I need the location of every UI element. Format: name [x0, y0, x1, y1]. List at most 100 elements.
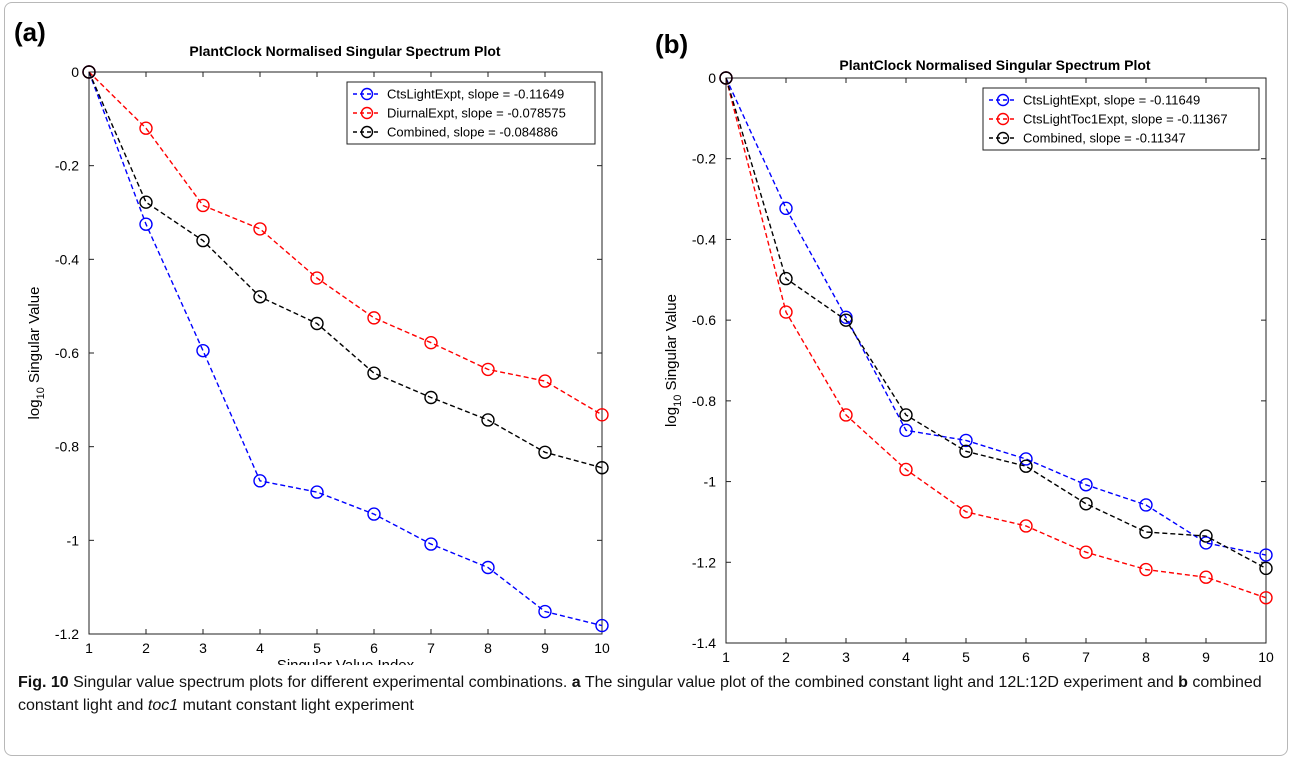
chart-a-xtick-label: 6	[370, 640, 378, 656]
chart-a-series-3-point	[367, 366, 381, 380]
chart-b-ytick-label: -1.2	[692, 554, 716, 570]
chart-b-series-1-point	[1019, 452, 1033, 466]
chart-b-legend-box	[982, 87, 1260, 151]
chart-a-panel-label: (a)	[14, 17, 46, 47]
chart-b-ylabel-sub: 10	[672, 395, 684, 407]
chart-b-xtick-label: 4	[902, 649, 910, 665]
chart-b-xtick-label: 8	[1142, 649, 1150, 665]
chart-b-series-1-point	[1259, 548, 1273, 562]
chart-b-axes-box	[725, 77, 1267, 644]
caption-text-4: mutant constant light experiment	[178, 697, 414, 714]
chart-a-series-2-point	[424, 335, 438, 350]
chart-b-series-3-line	[725, 77, 1267, 569]
chart-a-series-3-point	[310, 316, 324, 331]
chart-a-series-3-point	[595, 461, 609, 475]
chart-b-ytick-label: -1	[704, 474, 717, 490]
chart-b-series-3-point	[1019, 459, 1033, 473]
chart-b-series-2-point	[839, 408, 853, 422]
caption-label-a: a	[571, 674, 581, 691]
chart-b-xtick-label: 1	[722, 649, 730, 665]
chart-a-xtick-label: 2	[142, 640, 150, 656]
chart-a-legend-label: DiurnalExpt, slope = -0.078575	[387, 106, 566, 121]
figure-caption: Fig. 10 Singular value spectrum plots fo…	[18, 671, 1268, 717]
chart-a-ytick-label: -0.2	[55, 158, 79, 174]
chart-a-legend-swatch-marker	[360, 106, 374, 120]
chart-b-series-2-point	[1199, 570, 1213, 584]
chart-a-series-1-point	[367, 507, 381, 521]
chart-b-series-3-point	[719, 71, 733, 85]
chart-b-series-1-point	[779, 201, 793, 216]
chart-a-ylabel-main: log	[26, 399, 43, 419]
chart-b-series-1-point	[1139, 498, 1153, 512]
chart-a-xlabel: Singular Value Index	[277, 657, 415, 665]
chart-a-series-2-point	[481, 362, 495, 377]
chart-b-series-1-point	[1079, 478, 1093, 492]
chart-a-legend-swatch-marker	[360, 125, 374, 139]
chart-b-series-3-point	[839, 313, 853, 327]
chart-b-series-2-point	[1019, 519, 1033, 533]
figure-frame	[4, 2, 1288, 756]
chart-a-xtick-label: 4	[256, 640, 264, 656]
chart-a-series-1-point	[196, 343, 210, 358]
chart-b-ytick-label: -0.2	[692, 151, 716, 167]
chart-a-xtick-label: 9	[541, 640, 549, 656]
chart-a-ytick-label: 0	[71, 64, 79, 80]
chart-b-series-3-point	[1079, 497, 1093, 511]
chart-a-series-1-point	[595, 618, 609, 633]
chart-b-ytick-label: -0.6	[692, 312, 716, 328]
chart-b-ytick-label: -0.4	[692, 231, 716, 247]
chart-a-series-3-line	[88, 71, 603, 469]
chart-a-series-2-line	[88, 71, 603, 416]
chart-b-legend-swatch-marker	[996, 93, 1010, 107]
chart-b-series-3-point	[1139, 525, 1153, 539]
chart-a-series-3-point	[253, 290, 267, 304]
chart-b-series-2-point	[1139, 562, 1153, 577]
chart-b-series-2-point	[959, 505, 973, 519]
chart-a-series-1-point	[139, 217, 153, 231]
chart-a-series-1-point	[538, 604, 552, 619]
chart-a-series-3-point	[538, 445, 552, 459]
chart-a-series-3-point	[82, 65, 96, 79]
chart-b-series-1-point	[1199, 536, 1213, 550]
caption-text-2: The singular value plot of the combined …	[580, 674, 1179, 691]
chart-b-ytick-label: -1.4	[692, 635, 716, 651]
chart-b-xtick-label: 5	[962, 649, 970, 665]
chart-a-ylabel: log10 Singular Value	[26, 287, 47, 420]
chart-b-ytick-label: -0.8	[692, 393, 716, 409]
chart-a-series-2-point	[139, 121, 153, 135]
chart-b-ylabel-rest: Singular Value	[663, 294, 680, 395]
chart-a-series-2-point	[538, 374, 552, 388]
chart-a-legend-swatch-marker	[360, 87, 374, 101]
chart-b-xtick-label: 3	[842, 649, 850, 665]
chart-b-series-2-point	[899, 462, 913, 477]
chart-b-series-3-point	[959, 444, 973, 459]
chart-b-series-1-point	[959, 433, 973, 448]
chart-b-series-2-line	[725, 77, 1267, 599]
chart-a-series-2-point	[310, 271, 324, 285]
chart-b-series-2-point	[779, 305, 793, 319]
chart-b-panel-label: (b)	[655, 29, 688, 59]
chart-a-title: PlantClock Normalised Singular Spectrum …	[189, 43, 501, 59]
chart-a-ytick-label: -0.6	[55, 345, 79, 361]
chart-a-ylabel-rest: Singular Value	[26, 287, 43, 388]
chart-a-series-3-point	[196, 233, 210, 248]
caption-text-3: combined constant light and	[18, 674, 1262, 714]
chart-b-series-2-point	[1079, 545, 1093, 559]
caption-figure-number: Fig. 10	[18, 674, 69, 691]
chart-a: (a) PlantClock Normalised Singular Spectr…	[14, 17, 610, 665]
chart-a-xtick-label: 5	[313, 640, 321, 656]
chart-a-ylabel-sub: 10	[35, 387, 47, 399]
chart-a-ytick-label: -0.8	[55, 439, 79, 455]
chart-a-series-1-point	[310, 485, 324, 499]
chart-a-series-1-point	[481, 560, 495, 575]
chart-b: (b) PlantClock Normalised Singular Spectr…	[655, 29, 1274, 665]
chart-b-series-1-point	[899, 423, 913, 438]
chart-b-title: PlantClock Normalised Singular Spectrum …	[839, 57, 1151, 73]
chart-b-series-2-point	[1259, 591, 1273, 605]
chart-a-series-2-point	[595, 408, 609, 422]
chart-b-series-3-point	[779, 271, 793, 286]
chart-a-series-3-point	[481, 413, 495, 427]
chart-b-legend-swatch-marker	[996, 131, 1010, 145]
chart-b-xtick-label: 7	[1082, 649, 1090, 665]
chart-a-series-1-point	[424, 537, 438, 551]
